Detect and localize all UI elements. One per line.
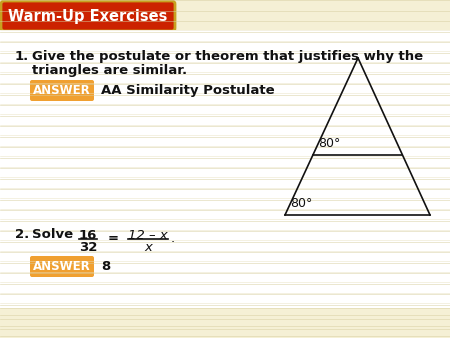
Text: AA Similarity Postulate: AA Similarity Postulate bbox=[101, 84, 274, 97]
Text: Give the postulate or theorem that justifies why the: Give the postulate or theorem that justi… bbox=[32, 50, 423, 63]
Text: Solve: Solve bbox=[32, 228, 73, 241]
Text: ANSWER: ANSWER bbox=[33, 84, 91, 97]
Text: triangles are similar.: triangles are similar. bbox=[32, 64, 187, 77]
Text: Warm-Up Exercises: Warm-Up Exercises bbox=[8, 8, 168, 24]
Text: 12 – x: 12 – x bbox=[128, 229, 168, 242]
Bar bbox=[0, 308, 450, 338]
Text: 80°: 80° bbox=[318, 137, 340, 150]
Text: 32: 32 bbox=[79, 241, 97, 254]
Text: 1.: 1. bbox=[15, 50, 29, 63]
FancyBboxPatch shape bbox=[1, 1, 175, 31]
Text: 2.: 2. bbox=[15, 228, 29, 241]
FancyBboxPatch shape bbox=[30, 80, 94, 101]
Text: 8: 8 bbox=[101, 260, 110, 273]
Text: 80°: 80° bbox=[290, 197, 312, 210]
Text: =: = bbox=[108, 233, 119, 245]
Bar bbox=[0, 30, 450, 310]
Text: 16: 16 bbox=[79, 229, 97, 242]
FancyBboxPatch shape bbox=[30, 256, 94, 277]
Text: x: x bbox=[144, 241, 152, 254]
Text: ANSWER: ANSWER bbox=[33, 260, 91, 273]
Text: .: . bbox=[171, 233, 175, 245]
